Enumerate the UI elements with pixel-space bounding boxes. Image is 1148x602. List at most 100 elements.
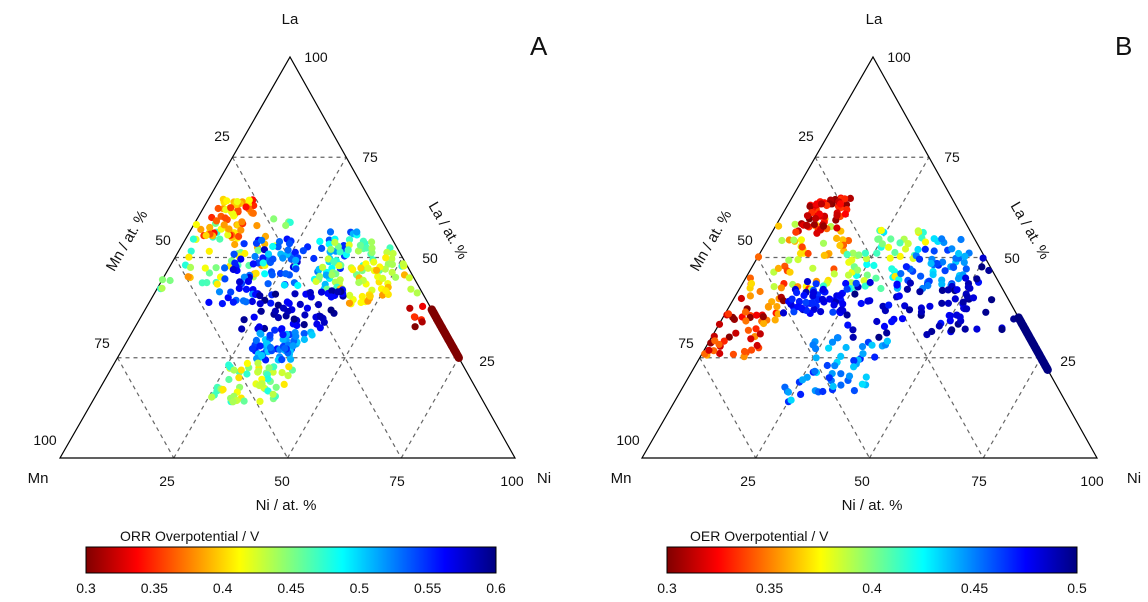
data-point (881, 307, 890, 315)
data-point (198, 279, 206, 287)
data-point (878, 240, 887, 248)
data-point (254, 367, 262, 375)
data-point (334, 288, 342, 296)
data-point (939, 258, 947, 266)
data-point (271, 307, 279, 315)
data-point (949, 263, 957, 271)
data-point (906, 279, 915, 287)
colorbar-ticks: 0.3 0.35 0.4 0.45 0.5 (657, 580, 1087, 596)
data-point (406, 304, 414, 312)
data-point (874, 235, 882, 243)
data-point (296, 300, 304, 308)
data-point (998, 325, 1006, 334)
data-point (184, 273, 192, 281)
data-point (806, 202, 814, 210)
data-point (898, 315, 907, 323)
data-point (872, 274, 880, 282)
data-point (251, 252, 259, 261)
data-point (230, 366, 238, 374)
data-point (324, 255, 332, 263)
data-point (308, 331, 316, 339)
data-point (880, 322, 889, 330)
data-point (941, 267, 949, 275)
data-point (285, 363, 293, 371)
data-point (803, 212, 812, 220)
data-point (866, 278, 874, 287)
data-point (256, 342, 264, 350)
data-point (915, 255, 924, 263)
data-point (803, 221, 811, 229)
data-point (917, 272, 925, 280)
data-point (756, 330, 764, 338)
data-point (344, 246, 352, 254)
data-point (219, 385, 227, 394)
data-point (901, 302, 909, 310)
data-point (354, 247, 362, 255)
data-point (270, 215, 278, 223)
data-point (202, 231, 210, 240)
data-point (322, 271, 330, 279)
data-point (242, 203, 250, 211)
panel-b: B La Mn Ni 25 50 75 100 25 50 75 100 100… (611, 11, 1142, 596)
data-point (185, 253, 193, 261)
data-point (830, 270, 838, 278)
data-point (388, 255, 396, 263)
data-point (299, 247, 307, 255)
data-point (861, 282, 869, 290)
data-point (833, 334, 842, 342)
ternary-frame (58, 55, 517, 459)
data-point (235, 284, 243, 292)
data-point (850, 357, 858, 365)
data-point (962, 274, 970, 282)
data-point (349, 266, 357, 274)
data-point (264, 387, 272, 395)
data-point (290, 315, 298, 323)
data-point (225, 225, 233, 233)
data-point (826, 295, 834, 303)
data-point (208, 393, 216, 401)
data-point (419, 302, 427, 310)
data-point (963, 305, 971, 313)
data-point (268, 271, 276, 279)
data-point (237, 366, 245, 374)
data-point (955, 249, 963, 258)
data-point (839, 300, 847, 308)
colorbar-tick-label: 0.35 (756, 580, 783, 596)
grid-line (231, 156, 402, 459)
data-point (988, 296, 996, 304)
data-point (953, 286, 961, 294)
data-point (285, 240, 294, 248)
data-point (373, 266, 381, 274)
data-point (862, 255, 871, 263)
left-tick: 25 (798, 128, 814, 144)
data-point (272, 383, 280, 391)
data-point (318, 244, 326, 252)
data-point (364, 264, 372, 272)
data-point (236, 278, 244, 286)
left-tick: 50 (737, 232, 753, 248)
data-point (235, 232, 243, 240)
data-point (284, 246, 292, 254)
data-point (278, 325, 286, 333)
data-point (790, 236, 798, 244)
data-point (818, 295, 827, 303)
data-point (259, 259, 267, 267)
data-point (812, 214, 820, 223)
data-point (328, 287, 336, 295)
right-tick: 50 (1004, 250, 1020, 266)
data-point (238, 325, 246, 333)
data-point (961, 252, 969, 260)
data-point (280, 281, 288, 289)
data-point (842, 343, 850, 352)
data-point (274, 314, 282, 322)
data-point (274, 243, 282, 251)
data-point (791, 220, 799, 228)
data-point (284, 372, 292, 380)
data-point (223, 197, 231, 205)
data-point (756, 287, 764, 296)
data-point (229, 398, 237, 406)
data-point (752, 311, 761, 319)
colorbar-tick-label: 0.6 (486, 580, 506, 596)
data-point (716, 349, 724, 358)
